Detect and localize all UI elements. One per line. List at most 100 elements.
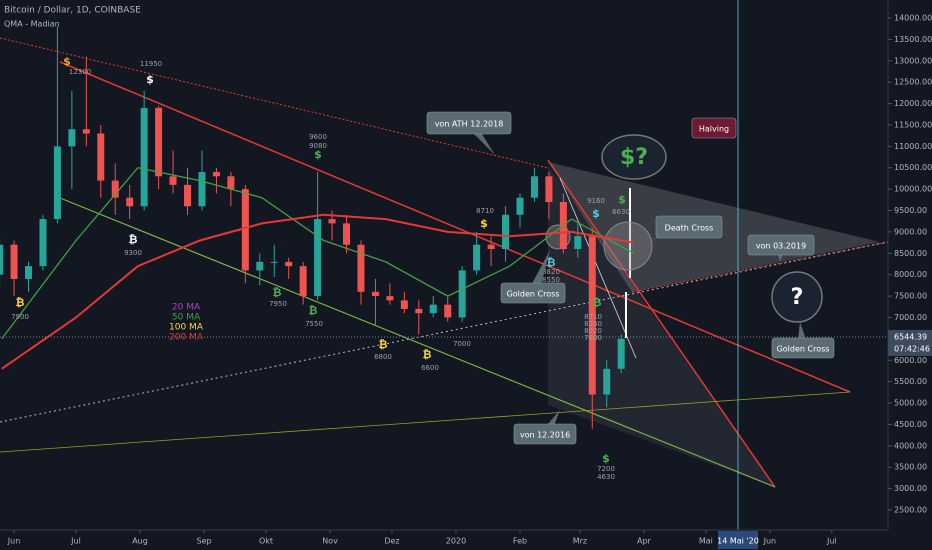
y-tick-label: 10500.00: [894, 163, 932, 172]
candle-body: [343, 223, 351, 245]
signal-icon: ₿: [16, 296, 25, 309]
candle-body: [617, 338, 625, 369]
candle-body: [473, 244, 481, 271]
y-tick-label: 2500.00: [894, 505, 927, 514]
candle-body: [357, 244, 365, 292]
x-tick-label: Mrz: [573, 537, 587, 546]
ma-line: [1, 166, 634, 340]
x-tick-label: Aug: [132, 537, 148, 546]
candle-body: [516, 197, 524, 215]
signal-icon: ₿: [273, 286, 282, 299]
y-tick-label: 8000.00: [894, 270, 927, 279]
x-tick-label: 2020: [446, 537, 466, 546]
signal-icon: $: [592, 207, 600, 220]
candle-body: [386, 296, 394, 301]
signal-icon: $: [146, 73, 154, 86]
y-tick-label: 5000.00: [894, 399, 927, 408]
time-axis: [0, 530, 932, 550]
pivot-label: 9300: [124, 249, 142, 257]
y-tick-label: 7500.00: [894, 292, 927, 301]
legend-entry: 20 MA: [172, 303, 201, 313]
candle-body: [184, 184, 192, 207]
signal-icon: $: [602, 452, 610, 465]
signal-icon: $: [314, 148, 322, 161]
callout-box: [747, 234, 815, 256]
callout-text: ?: [791, 285, 804, 310]
signal-icon: ₿: [129, 233, 138, 246]
price-axis: [888, 0, 932, 550]
pivot-label: 7900: [11, 313, 29, 321]
y-tick-label: 7000.00: [894, 313, 927, 322]
signal-icon: ₿: [379, 338, 388, 351]
candle-body: [458, 270, 466, 318]
candle-body: [400, 300, 408, 309]
pivot-label: 8260: [584, 320, 602, 328]
y-tick-label: 8500.00: [894, 249, 927, 258]
signal-icon: $: [63, 55, 71, 68]
candle-body: [545, 176, 553, 202]
callout-text: Halving: [699, 125, 729, 134]
y-tick-label: 5500.00: [894, 377, 927, 386]
pivot-label: 4630: [597, 473, 615, 481]
legend-entry: 200 MA: [169, 333, 204, 343]
callout-box: [655, 215, 723, 239]
candle-body: [371, 291, 379, 297]
trend-line: [59, 197, 776, 488]
pivot-label: 7550: [305, 320, 323, 328]
candle-body: [530, 176, 538, 198]
x-tick-label: Jul: [70, 537, 81, 546]
candle-body: [24, 266, 32, 279]
y-tick-label: 12500.00: [894, 78, 932, 87]
chart-title: Bitcoin / Dollar, 1D, COINBASE: [4, 6, 141, 16]
y-tick-label: 4000.00: [894, 441, 927, 450]
pivot-label: 6630: [612, 208, 630, 216]
x-tick-label: Dez: [384, 537, 399, 546]
y-tick-label: 3500.00: [894, 463, 927, 472]
callout-box: [513, 423, 577, 445]
candle-body: [502, 214, 510, 250]
candle-body: [126, 197, 134, 207]
candle-body: [0, 244, 4, 275]
signal-icon: ₿: [309, 304, 318, 317]
candle-body: [82, 129, 90, 134]
cursor-date: 14 Mai '20: [717, 537, 759, 546]
candle-body: [270, 261, 278, 263]
trend-line: [0, 391, 851, 453]
last-price: 6544.39: [894, 332, 927, 341]
candle-body: [155, 107, 163, 177]
x-tick-label: Mai: [699, 537, 713, 546]
pivot-label: 8710: [476, 207, 494, 215]
signal-icon: ₿: [547, 256, 556, 269]
y-tick-label: 13000.00: [894, 56, 932, 65]
signal-icon: ₿: [593, 296, 602, 309]
callout-pointer: [527, 250, 550, 293]
last-price-box: [888, 329, 932, 356]
trend-line: [59, 61, 851, 393]
x-tick-label: Sep: [196, 537, 211, 546]
candle-body: [53, 146, 61, 220]
callout-text: Golden Cross: [507, 290, 560, 299]
pivot-label: 6600: [421, 364, 439, 372]
callout-box: [771, 337, 835, 359]
trend-line: [559, 177, 637, 359]
candle-body: [68, 129, 76, 147]
callout-bubble: [771, 271, 823, 323]
pivot-label: 7000: [453, 340, 471, 348]
candle-body: [212, 172, 220, 177]
pivot-label: 7950: [269, 300, 287, 308]
candle-body: [140, 107, 148, 207]
callout-text: von ATH 12.2018: [435, 120, 504, 129]
y-tick-label: 6000.00: [894, 356, 927, 365]
x-tick-label: Feb: [513, 537, 527, 546]
axes: 14000.00 13500.00 13000.00 12500.00 12000.00…: [7, 14, 932, 549]
callout-text: Death Cross: [665, 224, 714, 233]
pivot-label: 11950: [140, 60, 162, 68]
trend-dotted: [0, 37, 549, 169]
x-tick-label: Jun: [763, 537, 777, 546]
callout-box: [426, 111, 512, 135]
pivot-label: 12300: [69, 68, 91, 76]
y-tick-label: 13500.00: [894, 35, 932, 44]
callout-bubble: [601, 134, 667, 180]
y-tick-label: 14000.00: [894, 14, 932, 23]
